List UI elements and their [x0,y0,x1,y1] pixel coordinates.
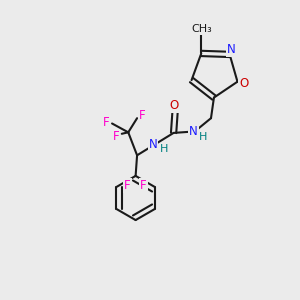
Text: CH₃: CH₃ [191,24,212,34]
Text: O: O [239,77,249,90]
Text: F: F [103,116,110,128]
Text: F: F [139,109,146,122]
Text: H: H [199,132,207,142]
Text: F: F [124,179,131,192]
Text: N: N [227,43,236,56]
Text: F: F [112,130,119,143]
Text: O: O [170,99,179,112]
Text: N: N [148,138,158,151]
Text: H: H [159,144,168,154]
Text: N: N [189,125,198,138]
Text: F: F [140,179,147,192]
